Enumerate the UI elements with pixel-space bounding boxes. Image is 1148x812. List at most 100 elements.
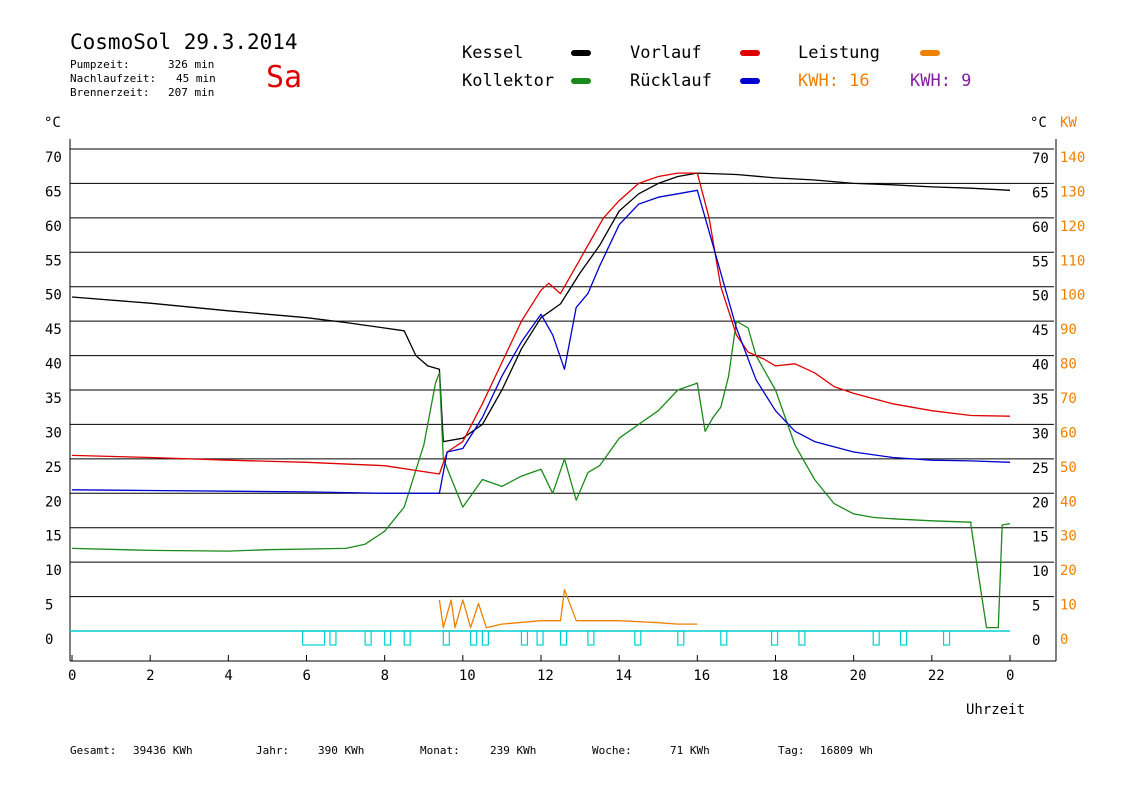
stats-tag-label: Tag:	[778, 744, 805, 757]
x-tick-label: 12	[537, 668, 554, 684]
series-line-rcklauf	[71, 189, 1011, 494]
y2-tick-label: 140	[1060, 150, 1085, 166]
y-right-tick-label: 65	[1032, 185, 1049, 201]
pump-pulse	[536, 630, 544, 646]
stats-woche-value: 71 KWh	[670, 744, 710, 757]
info-pumpzeit-value: 326 min	[168, 58, 215, 71]
right-axis-unit-kw: KW	[1060, 115, 1077, 131]
pump-pulse	[899, 630, 908, 646]
y-right-tick-label: 25	[1032, 461, 1049, 477]
y-right-tick-label: 55	[1032, 254, 1049, 270]
stats-woche-label: Woche:	[592, 744, 632, 757]
x-tick-label: 2	[146, 668, 154, 684]
y-tick-label: 5	[45, 598, 53, 614]
y-right-tick-label: 40	[1032, 358, 1049, 374]
stats-gesamt-label: Gesamt:	[70, 744, 117, 757]
legend-ruecklauf-swatch	[740, 78, 760, 84]
series-line-leistung	[438, 589, 698, 629]
legend-vorlauf-swatch	[740, 50, 760, 56]
y2-tick-label: 70	[1060, 391, 1077, 407]
y-tick-label: 25	[45, 460, 62, 476]
y-tick-label: 60	[45, 219, 62, 235]
y2-tick-label: 40	[1060, 494, 1077, 510]
legend-kollektor-swatch	[571, 78, 591, 84]
legend-ruecklauf-label: Rücklauf	[630, 71, 712, 91]
left-axis-unit: °C	[44, 115, 61, 131]
legend-vorlauf-label: Vorlauf	[630, 43, 702, 63]
y-right-tick-label: 10	[1032, 564, 1049, 580]
x-tick-label: 10	[459, 668, 476, 684]
y-tick-label: 45	[45, 322, 62, 338]
stats-monat-label: Monat:	[420, 744, 460, 757]
y-tick-label: 10	[45, 563, 62, 579]
x-tick-label: 22	[928, 668, 945, 684]
stats-tag-value: 16809 Wh	[820, 744, 873, 757]
x-tick-label: 6	[303, 668, 311, 684]
info-nachlaufzeit-label: Nachlaufzeit:	[70, 72, 157, 85]
info-pumpzeit-label: Pumpzeit:	[70, 58, 130, 71]
y-tick-label: 40	[45, 357, 62, 373]
right-axis-unit: °C	[1030, 115, 1047, 131]
pump-pulse	[364, 630, 372, 646]
info-brennerzeit-label: Brennerzeit:	[70, 86, 150, 99]
info-brennerzeit-value: 207 min	[168, 86, 215, 99]
legend-kwh1-label: KWH: 16	[798, 71, 870, 91]
pump-pulse	[770, 630, 779, 646]
y-right-tick-label: 45	[1032, 323, 1049, 339]
pump-pulse	[301, 630, 326, 646]
info-nachlaufzeit-value: 45 min	[176, 72, 216, 85]
y-tick-label: 15	[45, 529, 62, 545]
y2-tick-label: 130	[1060, 184, 1085, 200]
pump-pulse	[481, 630, 489, 646]
pump-pulse	[384, 630, 392, 646]
pump-pulse	[403, 630, 411, 646]
y2-tick-label: 30	[1060, 529, 1077, 545]
legend-leistung-swatch	[920, 50, 940, 56]
y2-tick-label: 10	[1060, 598, 1077, 614]
y-right-tick-label: 70	[1032, 151, 1049, 167]
y-right-tick-label: 60	[1032, 220, 1049, 236]
y2-tick-label: 100	[1060, 288, 1085, 304]
x-tick-label: 0	[1006, 668, 1014, 684]
y-right-tick-label: 5	[1032, 599, 1040, 615]
y-right-tick-label: 35	[1032, 392, 1049, 408]
legend-kessel-swatch	[571, 50, 591, 56]
stats-monat-value: 239 KWh	[490, 744, 537, 757]
y-tick-label: 65	[45, 184, 62, 200]
y2-tick-label: 80	[1060, 357, 1077, 373]
pump-pulse	[677, 630, 685, 646]
y-tick-label: 20	[45, 494, 62, 510]
y-tick-label: 50	[45, 288, 62, 304]
x-axis-label: Uhrzeit	[966, 702, 1026, 718]
legend-kwh2-label: KWH: 9	[910, 71, 972, 91]
legend-kollektor-label: Kollektor	[462, 71, 555, 91]
x-tick-label: 0	[68, 668, 76, 684]
weekday-label: Sa	[266, 60, 303, 95]
y2-tick-label: 50	[1060, 460, 1077, 476]
series-line-kessel	[71, 172, 1011, 443]
x-tick-label: 14	[615, 668, 632, 684]
y-right-tick-label: 15	[1032, 530, 1049, 546]
y-right-tick-label: 0	[1032, 633, 1040, 649]
stats-gesamt-value: 39436 KWh	[133, 744, 193, 757]
y2-tick-label: 90	[1060, 322, 1077, 338]
series-line-kollektor	[71, 320, 1011, 629]
y-tick-label: 55	[45, 253, 62, 269]
y-right-tick-label: 30	[1032, 426, 1049, 442]
x-tick-label: 16	[693, 668, 710, 684]
pump-pulse	[559, 630, 568, 646]
legend-leistung-label: Leistung	[798, 43, 880, 63]
y-tick-label: 35	[45, 391, 62, 407]
y-tick-label: 0	[45, 632, 53, 648]
pump-pulse	[798, 630, 806, 646]
y2-tick-label: 120	[1060, 219, 1085, 235]
pump-pulse	[470, 630, 478, 646]
pump-pulse	[720, 630, 728, 646]
pump-pulse	[587, 630, 595, 646]
y-right-tick-label: 50	[1032, 289, 1049, 305]
y2-tick-label: 60	[1060, 425, 1077, 441]
pump-pulse	[942, 630, 951, 646]
stats-jahr-value: 390 KWh	[318, 744, 365, 757]
pump-pulse	[442, 630, 450, 646]
